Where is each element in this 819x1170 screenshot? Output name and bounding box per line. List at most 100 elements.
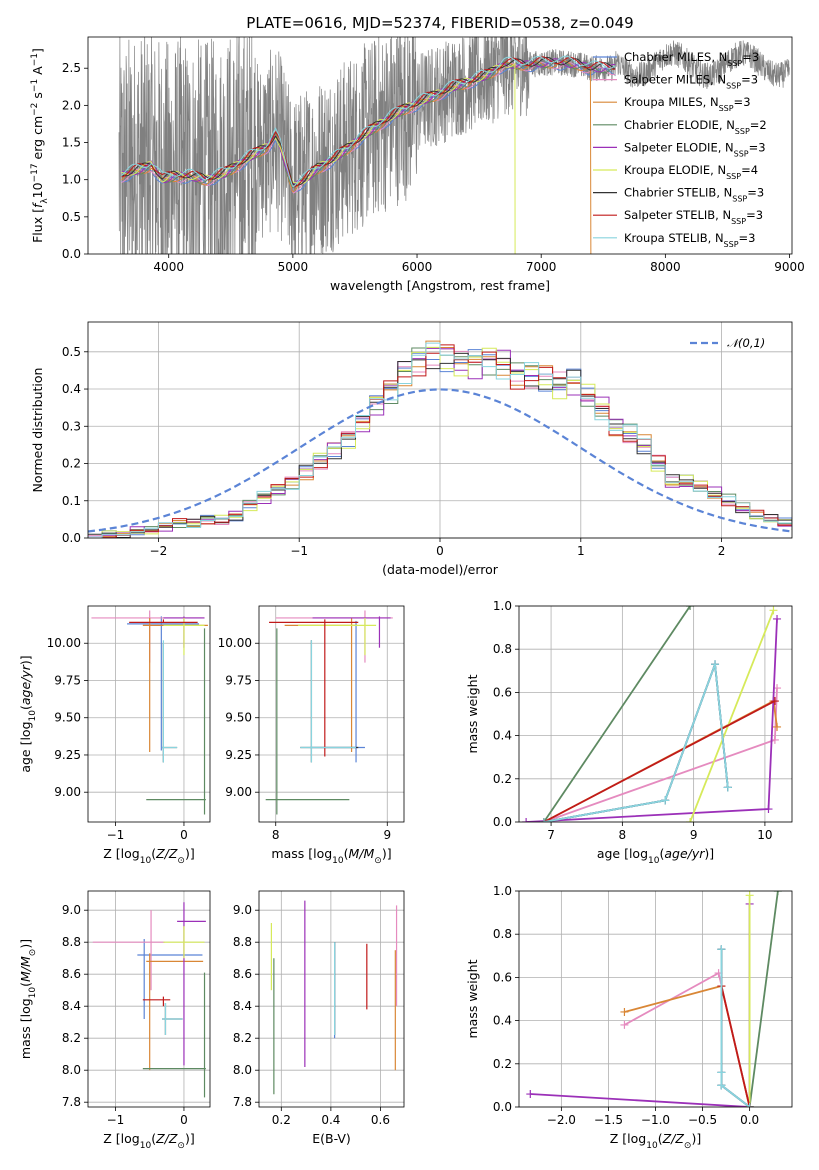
x-tick-label: 10 (757, 828, 772, 842)
y-tick-label: 9.75 (54, 673, 81, 687)
x-tick-label: −2 (150, 544, 168, 558)
y-tick-label: 0.8 (493, 927, 512, 941)
y-tick-label: 0.2 (493, 772, 512, 786)
y-axis-label: Flux [fλ10−17 erg cm−2 s−1 A−1] (30, 48, 50, 243)
x-tick-label: 7000 (526, 260, 557, 274)
y-axis-label: age [log10(age/yr)] (18, 655, 38, 772)
y-tick-label: 8.4 (233, 999, 252, 1013)
x-tick-label: 9000 (774, 260, 805, 274)
axes-frame (87, 321, 793, 539)
y-tick-label: 0.5 (62, 345, 81, 359)
y-tick-label: 1.5 (62, 136, 81, 150)
plot-area-residuals (88, 340, 792, 538)
axes-frame (518, 890, 793, 1108)
y-tick-label: 9.00 (54, 785, 81, 799)
x-tick-label: 9 (383, 828, 391, 842)
y-tick-label: 8.4 (62, 999, 81, 1013)
x-tick-label: −1 (107, 1113, 125, 1127)
model-spectrum-chabrier-stelib (121, 56, 616, 186)
x-axis-label: Z [log10(Z/Z⊙)] (103, 1131, 194, 1151)
weight-marker (620, 1020, 629, 1029)
x-tick-label: −1.5 (594, 1113, 623, 1127)
x-tick-label: 8 (619, 828, 627, 842)
x-tick-label: 0.4 (321, 1113, 340, 1127)
weight-marker (770, 697, 779, 706)
weight-marker (773, 891, 782, 895)
x-tick-label: 7 (547, 828, 555, 842)
x-tick-label: −1 (107, 828, 125, 842)
y-tick-label: 10.00 (47, 636, 81, 650)
x-tick-label: 8000 (650, 260, 681, 274)
x-tick-label: 2 (718, 544, 726, 558)
x-tick-label: 8 (272, 828, 280, 842)
x-tick-label: −1 (290, 544, 308, 558)
plot-area-age-vs-Z (91, 610, 208, 815)
weight-line-chabrier-elodie (543, 606, 691, 822)
observed-spectrum (118, 37, 790, 254)
weight-marker (661, 796, 670, 805)
residual-histogram-kroupa-stelib (88, 342, 792, 538)
y-tick-label: 0.0 (62, 247, 81, 261)
y-tick-label: 0.2 (493, 1057, 512, 1071)
y-tick-label: 10.00 (218, 636, 252, 650)
panel-age-vs-mass: 8 9 9.00 9.25 9.50 9.75 10.00 mass [log10(M/M⊙)… (218, 605, 405, 866)
x-tick-label: 0.2 (272, 1113, 291, 1127)
x-tick-label: 0 (436, 544, 444, 558)
axes-frame (87, 890, 211, 1108)
weight-marker (723, 783, 732, 792)
y-tick-label: 9.25 (54, 748, 81, 762)
plot-area-age-vs-mass (265, 610, 393, 815)
legend-label: Kroupa MILES, NSSP=3 (624, 95, 751, 113)
x-tick-label: 4000 (153, 260, 184, 274)
y-tick-label: 8.2 (62, 1031, 81, 1045)
residual-histogram-salpeter-stelib (88, 344, 792, 538)
y-tick-label: 0.2 (62, 457, 81, 471)
weight-marker (526, 1090, 535, 1099)
weight-marker (773, 722, 782, 731)
x-tick-label: 9 (690, 828, 698, 842)
x-axis-label: (data-model)/error (382, 562, 499, 577)
y-tick-label: 8.2 (233, 1031, 252, 1045)
axes-frame (258, 605, 405, 823)
legend-label: Kroupa ELODIE, NSSP=4 (624, 163, 758, 181)
weight-marker (745, 891, 754, 900)
legend-label: Chabrier ELODIE, NSSP=2 (624, 118, 767, 136)
weight-marker (717, 1081, 726, 1090)
axes-frame (518, 605, 793, 823)
y-tick-label: 9.25 (225, 748, 252, 762)
axes-frame (87, 36, 793, 255)
y-tick-label: 9.0 (233, 903, 252, 917)
normal-distribution-curve (88, 388, 792, 533)
model-spectrum-salpeter-miles (121, 61, 616, 194)
spectrum-legend: Chabrier MILES, NSSP=3 Salpeter MILES, NS… (593, 50, 767, 248)
y-tick-label: 2.5 (62, 61, 81, 75)
legend-label: Salpeter ELODIE, NSSP=3 (624, 140, 766, 158)
x-axis-label: mass [log10(M/M⊙)] (271, 846, 391, 866)
y-tick-label: 8.6 (233, 967, 252, 981)
weight-marker (717, 1068, 726, 1077)
weight-line-salpeter-stelib (543, 700, 776, 822)
y-tick-label: 9.00 (225, 785, 252, 799)
y-tick-label: 8.0 (62, 1063, 81, 1077)
x-tick-label: 0.6 (371, 1113, 390, 1127)
y-tick-label: 0.4 (493, 729, 512, 743)
weight-marker (717, 945, 726, 954)
y-tick-label: 9.50 (225, 711, 252, 725)
axes-frame (87, 605, 211, 823)
y-axis-label: Normed distribution (30, 368, 45, 493)
y-axis-label: mass weight (465, 959, 480, 1038)
weight-line-kroupa-stelib (720, 949, 751, 1107)
x-axis-label: E(B-V) (312, 1131, 351, 1146)
legend-label: Chabrier MILES, NSSP=3 (624, 50, 759, 68)
y-tick-label: 0.0 (493, 1100, 512, 1114)
panel-mass-vs-Z: −1 0 7.8 8.0 8.2 8.4 8.6 8.8 9.0 Z [log10(Z/Z⊙)] m… (18, 890, 211, 1151)
y-tick-label: 8.0 (233, 1063, 252, 1077)
x-axis-label: wavelength [Angstrom, rest frame] (330, 278, 550, 293)
residual-histogram-chabrier-elodie (88, 347, 792, 538)
y-tick-label: 0.1 (62, 494, 81, 508)
weight-marker (539, 818, 548, 822)
y-tick-label: 8.8 (62, 935, 81, 949)
model-spectrum-chabrier-elodie (121, 59, 616, 189)
